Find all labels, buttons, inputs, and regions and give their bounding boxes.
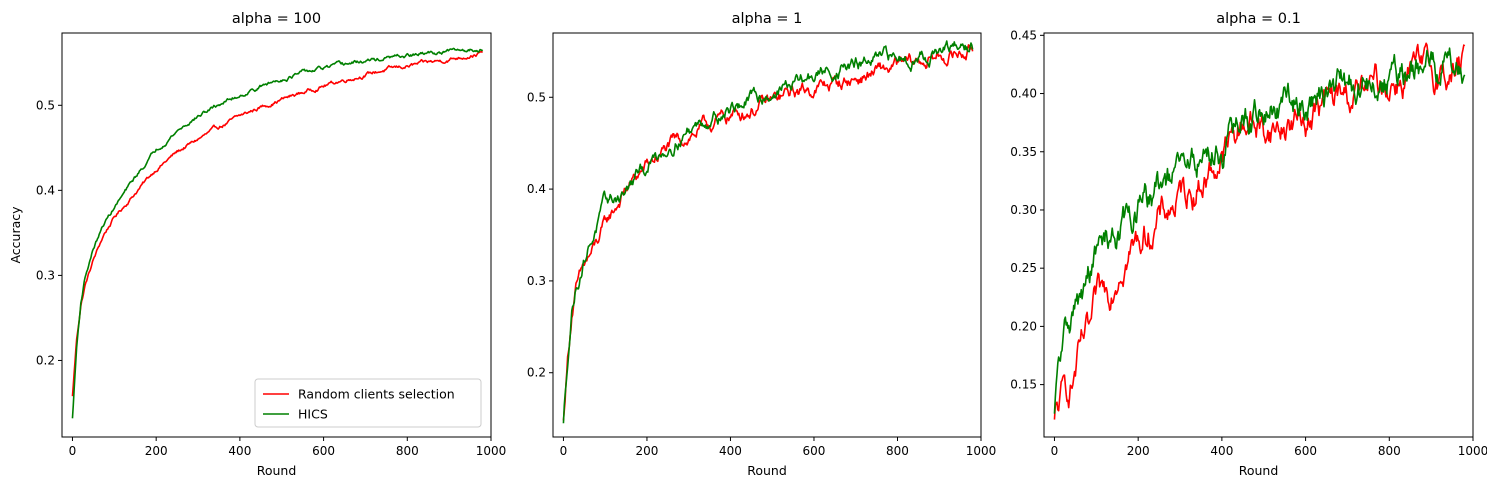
legend-label: HICS xyxy=(298,407,328,422)
y-tick-label: 0.25 xyxy=(1010,261,1037,275)
series-line-random-clients-selection xyxy=(71,50,484,397)
y-tick-label: 0.15 xyxy=(1010,378,1037,392)
legend-label: Random clients selection xyxy=(298,387,455,402)
series-lines xyxy=(562,40,974,424)
axes-frame xyxy=(1043,32,1474,438)
y-tick-label: 0.35 xyxy=(1010,145,1037,159)
y-tick-label: 0.20 xyxy=(1010,319,1037,333)
legend-box xyxy=(254,378,482,428)
y-tick-label: 0.3 xyxy=(36,268,55,282)
x-tick-label: 200 xyxy=(145,444,168,458)
subplot-title: alpha = 1 xyxy=(732,11,803,27)
series-line-hics xyxy=(1053,47,1466,414)
x-tick-label: 1000 xyxy=(966,444,997,458)
y-tick-label: 0.5 xyxy=(527,90,546,104)
x-tick-label: 0 xyxy=(560,444,568,458)
x-tick-label: 400 xyxy=(228,444,251,458)
x-axis-label: Round xyxy=(257,463,297,478)
subplot-2: 0 200 400 600 800 1000 0.2 0.3 0.4 0.5 alpha = 1 Ro… xyxy=(527,11,996,478)
x-tick-label: 200 xyxy=(1127,444,1150,458)
x-tick-label: 400 xyxy=(719,444,742,458)
x-tick-label: 800 xyxy=(886,444,909,458)
subplot-3: 0 200 400 600 800 1000 0.15 0.20 0.25 0.30 0.35 0.4… xyxy=(1010,11,1487,478)
legend: Random clients selection HICS xyxy=(254,378,482,428)
series-lines xyxy=(1053,42,1466,420)
x-tick-label: 600 xyxy=(312,444,335,458)
x-tick-label: 0 xyxy=(69,444,77,458)
x-tick-label: 1000 xyxy=(1458,444,1487,458)
series-line-hics xyxy=(71,47,484,419)
y-tick-label: 0.40 xyxy=(1010,87,1037,101)
axes-frame xyxy=(552,32,982,438)
y-tick-label: 0.4 xyxy=(527,182,546,196)
y-axis-label: Accuracy xyxy=(8,206,23,264)
x-tick-label: 200 xyxy=(635,444,658,458)
x-tick-label: 600 xyxy=(1294,444,1317,458)
axes-frame xyxy=(61,32,492,438)
y-tick-label: 0.2 xyxy=(36,353,55,367)
y-tick-label: 0.5 xyxy=(36,98,55,112)
subplot-title: alpha = 0.1 xyxy=(1216,11,1301,27)
series-line-hics xyxy=(562,40,974,424)
x-axis-label: Round xyxy=(747,463,787,478)
x-axis-label: Round xyxy=(1239,463,1279,478)
subplot-title: alpha = 100 xyxy=(232,11,321,27)
series-lines xyxy=(71,47,484,419)
y-tick-label: 0.4 xyxy=(36,183,55,197)
y-tick-label: 0.45 xyxy=(1010,28,1037,42)
y-tick-label: 0.3 xyxy=(527,274,546,288)
series-line-random-clients-selection xyxy=(1053,42,1466,420)
x-tick-label: 600 xyxy=(803,444,826,458)
y-tick-label: 0.30 xyxy=(1010,203,1037,217)
y-tick-label: 0.2 xyxy=(527,366,546,380)
x-tick-label: 800 xyxy=(396,444,419,458)
subplot-1: 0 200 400 600 800 1000 0.2 0.3 0.4 0.5 alpha = 100… xyxy=(8,11,506,478)
x-tick-label: 0 xyxy=(1051,444,1059,458)
x-tick-label: 800 xyxy=(1378,444,1401,458)
x-tick-label: 1000 xyxy=(476,444,507,458)
x-tick-label: 400 xyxy=(1210,444,1233,458)
